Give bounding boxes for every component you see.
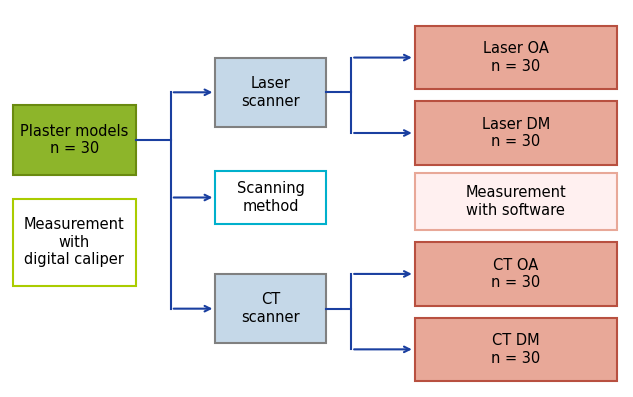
Text: Laser DM
n = 30: Laser DM n = 30 <box>482 117 550 149</box>
FancyBboxPatch shape <box>13 198 136 286</box>
FancyBboxPatch shape <box>215 274 326 343</box>
Text: CT
scanner: CT scanner <box>241 293 300 325</box>
FancyBboxPatch shape <box>13 105 136 175</box>
Text: CT OA
n = 30: CT OA n = 30 <box>491 258 541 290</box>
Text: Scanning
method: Scanning method <box>237 181 304 214</box>
Text: CT DM
n = 30: CT DM n = 30 <box>491 333 541 366</box>
FancyBboxPatch shape <box>415 26 617 89</box>
FancyBboxPatch shape <box>215 58 326 127</box>
Text: Laser
scanner: Laser scanner <box>241 76 300 108</box>
FancyBboxPatch shape <box>415 242 617 306</box>
FancyBboxPatch shape <box>415 173 617 230</box>
FancyBboxPatch shape <box>415 318 617 381</box>
FancyBboxPatch shape <box>215 171 326 224</box>
FancyBboxPatch shape <box>415 101 617 165</box>
Text: Plaster models
n = 30: Plaster models n = 30 <box>20 124 128 156</box>
Text: Measurement
with
digital caliper: Measurement with digital caliper <box>24 217 125 267</box>
Text: Laser OA
n = 30: Laser OA n = 30 <box>483 41 549 74</box>
Text: Measurement
with software: Measurement with software <box>465 185 567 218</box>
